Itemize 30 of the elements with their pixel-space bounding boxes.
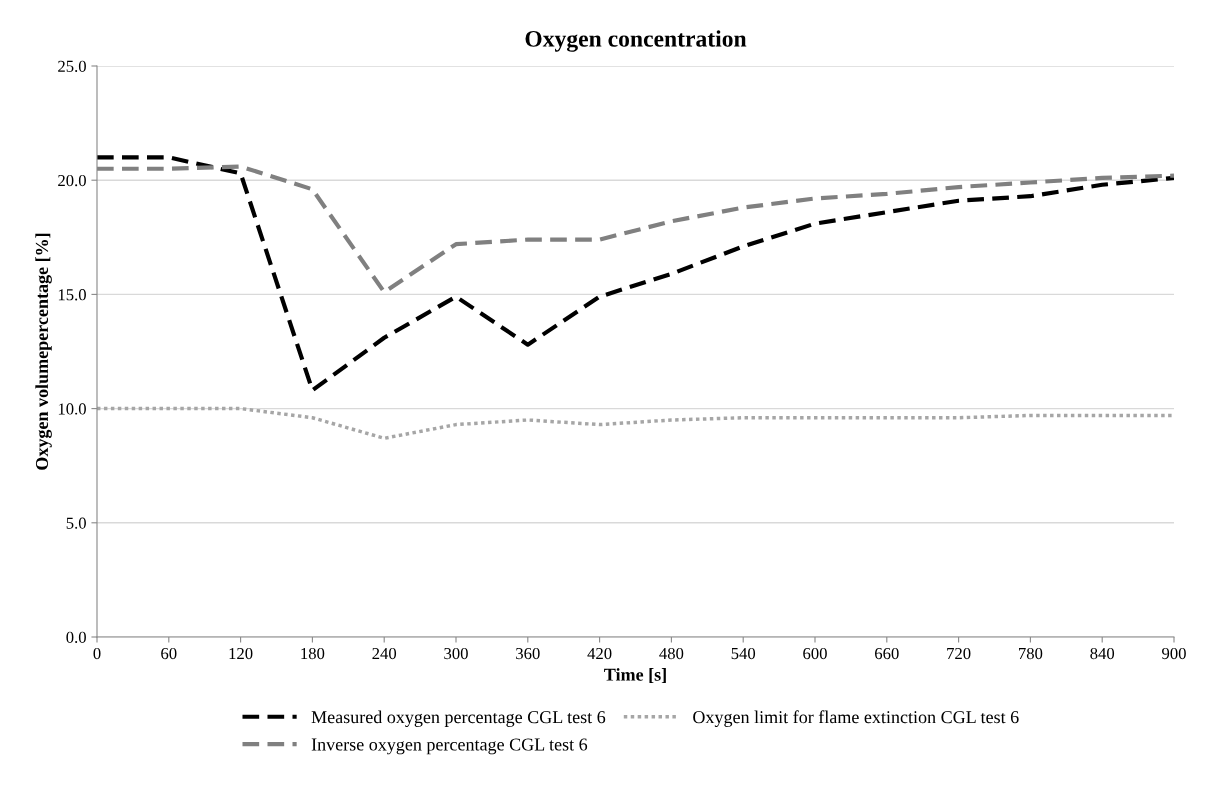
x-tick-label: 0 xyxy=(93,647,101,660)
x-tick-label: 840 xyxy=(1090,647,1115,660)
y-tick-label: 5.0 xyxy=(66,517,86,529)
x-axis-title: Time [s] xyxy=(604,668,666,684)
x-tick-label: 120 xyxy=(229,647,253,660)
y-tick-label: 20.0 xyxy=(58,174,86,187)
x-tick-label: 420 xyxy=(587,647,612,660)
x-tick-label: 180 xyxy=(301,647,325,660)
chart-title: Oxygen concentration xyxy=(525,30,747,52)
x-tick-label: 540 xyxy=(731,647,756,660)
x-tick-label: 900 xyxy=(1162,647,1186,660)
x-tick-label: 660 xyxy=(875,647,899,660)
x-tick-label: 720 xyxy=(947,647,971,660)
legend-label: Measured oxygen percentage CGL test 6 xyxy=(311,710,606,727)
legend-label: Oxygen limit for flame extinction CGL test 6 xyxy=(693,710,1019,727)
legend-label: Inverse oxygen percentage CGL test 6 xyxy=(311,738,588,755)
x-tick-label: 480 xyxy=(659,647,684,660)
x-tick-label: 360 xyxy=(516,647,540,660)
y-tick-label: 10.0 xyxy=(58,403,86,415)
x-tick-label: 300 xyxy=(444,647,468,660)
y-axis-title: Oxygen volumepercentage [%] xyxy=(35,233,52,470)
x-tick-label: 240 xyxy=(372,647,397,660)
y-tick-label: 25.0 xyxy=(58,60,86,73)
x-tick-label: 60 xyxy=(161,647,177,660)
line-series xyxy=(97,155,1174,393)
x-tick-label: 600 xyxy=(803,647,827,660)
x-tick-label: 780 xyxy=(1019,647,1043,660)
y-tick-label: 15.0 xyxy=(58,289,86,301)
y-tick-label: 0.0 xyxy=(66,631,86,644)
line-series xyxy=(97,406,1174,441)
